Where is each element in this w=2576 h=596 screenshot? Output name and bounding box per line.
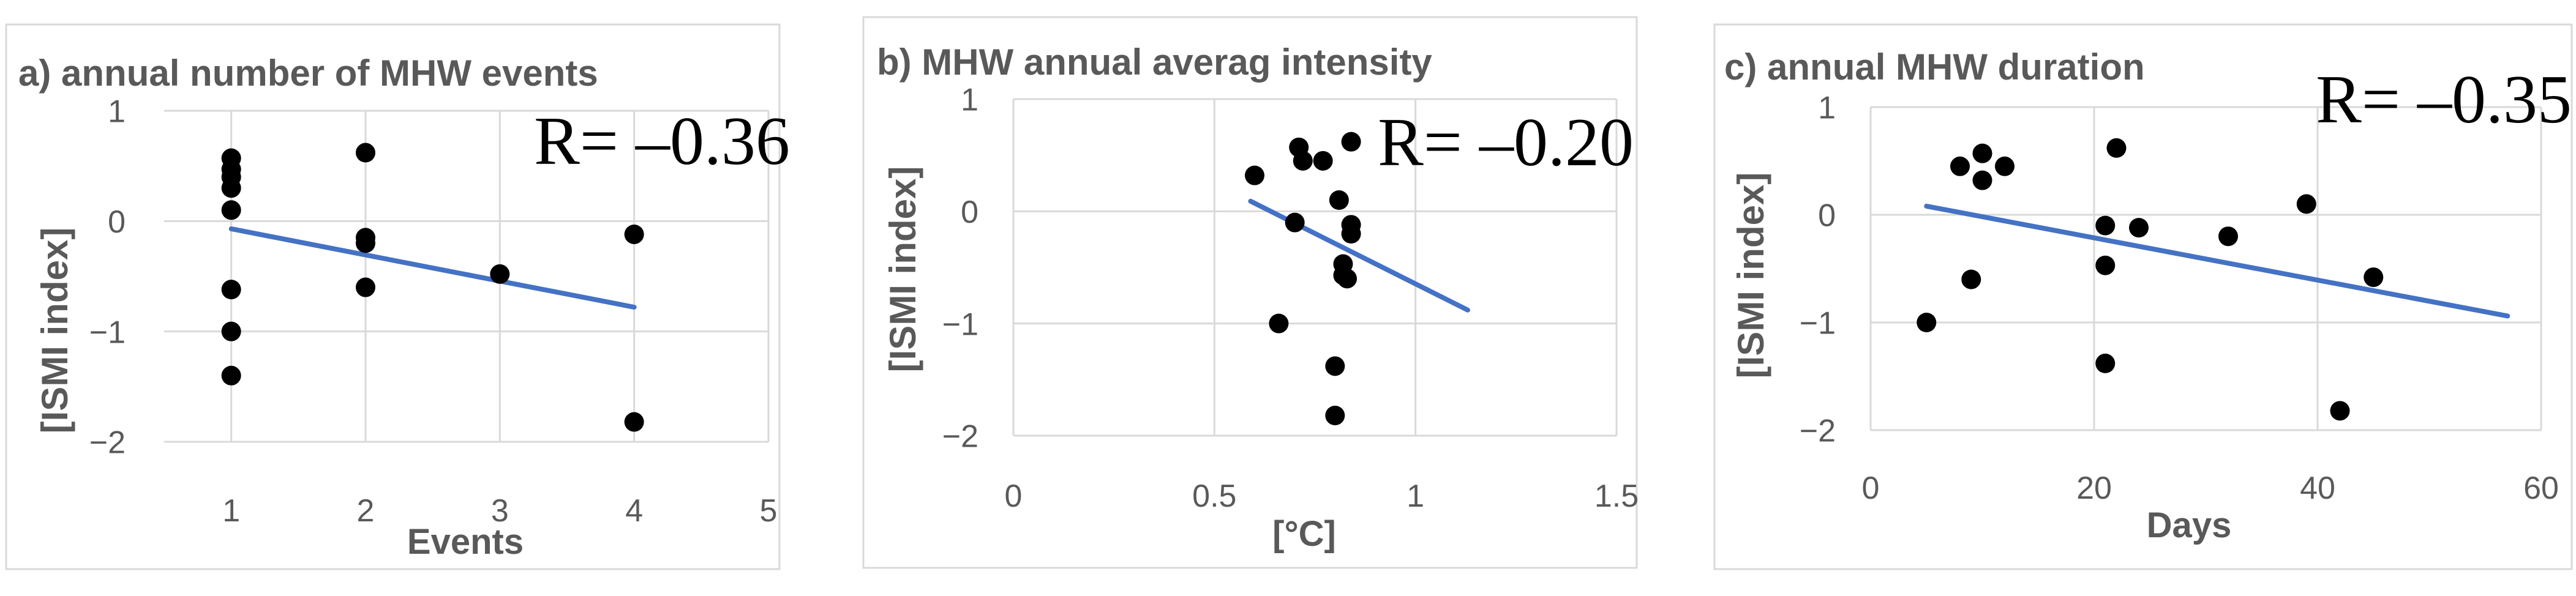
panel-b-data-point [1285, 212, 1305, 233]
panel-a-y-tick-label: 1 [108, 94, 126, 130]
panel-a-data-point [221, 178, 241, 198]
panel-c-data-point [2296, 194, 2316, 214]
panel-c: c) annual MHW duration [ISMI index] Days… [1713, 23, 2573, 570]
panel-b-x-tick-label: 1 [1406, 479, 1424, 514]
panel-c-data-point [2129, 218, 2149, 238]
panel-a-data-point [356, 143, 375, 163]
panel-a-data-point [624, 412, 644, 432]
panel-b-data-point [1325, 406, 1345, 425]
panel-b-data-point [1325, 356, 1345, 376]
panel-a-data-point [221, 200, 241, 220]
panel-c-x-axis-label: Days [2147, 505, 2232, 545]
panel-a-x-tick-label: 3 [491, 493, 509, 529]
panel-c-y-tick-label: −2 [1800, 414, 1836, 449]
panel-b-title: b) MHW annual averag intensity [877, 42, 1432, 83]
panel-b-y-tick-label: 0 [961, 195, 978, 230]
panel-c-x-tick-label: 0 [1862, 471, 1880, 506]
panel-a-y-tick-label: −1 [89, 315, 126, 350]
panel-c-title: c) annual MHW duration [1724, 47, 2145, 88]
panel-a-x-tick-label: 1 [222, 493, 240, 529]
panel-a-r-value: R= –0.36 [534, 103, 790, 179]
panel-b-data-point [1293, 151, 1313, 171]
panel-a-y-tick-label: 0 [108, 204, 126, 240]
panel-c-y-tick-label: 0 [1818, 198, 1836, 234]
panel-a: a) annual number of MHW events [ISMI ind… [5, 23, 790, 570]
panel-b-data-point [1269, 313, 1289, 333]
panel-b-data-point [1245, 165, 1264, 185]
panel-b-y-tick-label: −1 [942, 307, 978, 342]
panel-c-data-point [1995, 156, 2015, 176]
panel-c-y-tick-label: 1 [1818, 91, 1836, 126]
panel-a-data-point [356, 277, 375, 297]
panel-a-y-tick-label: −2 [89, 425, 126, 461]
panel-b-y-tick-label: −2 [942, 419, 978, 455]
panel-b-r-value: R= –0.20 [1378, 105, 1634, 181]
panel-a-data-point [221, 321, 241, 341]
panel-a-data-point [356, 233, 375, 253]
panel-c-r-value: R= –0.35 [2316, 62, 2572, 138]
panel-b-data-point [1341, 224, 1361, 244]
panel-c-data-point [2364, 267, 2384, 288]
panel-a-data-point [221, 365, 241, 386]
panel-a-trendline [228, 226, 637, 310]
panel-c-data-point [2095, 353, 2116, 373]
panel-b-x-tick-label: 1.5 [1594, 479, 1639, 514]
panel-c-data-point [1950, 156, 1970, 176]
panel-a-frame [5, 23, 781, 570]
panel-c-x-tick-label: 20 [2076, 471, 2112, 506]
panel-a-y-axis-label: [ISMI index] [34, 228, 75, 434]
panel-c-data-point [2095, 215, 2116, 236]
panel-c-trendline [1924, 203, 2510, 319]
panel-a-data-point [221, 280, 241, 300]
panel-a-x-tick-label: 4 [625, 493, 643, 529]
panel-a-data-point [490, 264, 510, 284]
panel-c-data-point [1961, 269, 1981, 289]
panel-b-data-point [1337, 269, 1357, 289]
panel-c-y-tick-label: −1 [1800, 306, 1836, 341]
panel-b-x-tick-label: 0 [1005, 479, 1023, 514]
panel-c-data-point [1972, 170, 1992, 190]
panel-a-x-axis-label: Events [407, 522, 524, 562]
panel-c-data-point [1917, 313, 1937, 332]
panel-c-data-point [2106, 138, 2127, 158]
panel-b: b) MHW annual averag intensity [ISMI ind… [862, 16, 1639, 569]
panel-b-data-point [1341, 132, 1361, 152]
panel-c-x-tick-label: 60 [2523, 471, 2559, 506]
panel-c-data-point [1972, 143, 1992, 163]
panel-b-frame [862, 16, 1638, 569]
panel-b-y-axis-label: [ISMI index] [882, 166, 923, 373]
panel-c-data-point [2218, 226, 2238, 247]
panel-b-data-point [1313, 151, 1333, 171]
panel-c-data-point [2330, 401, 2350, 421]
panel-b-y-tick-label: 1 [961, 83, 978, 118]
panel-c-y-axis-label: [ISMI index] [1730, 173, 1771, 379]
panel-c-x-tick-label: 40 [2300, 471, 2335, 506]
panel-a-x-tick-label: 2 [357, 493, 375, 529]
panel-c-frame [1713, 23, 2573, 570]
panel-b-x-tick-label: 0.5 [1192, 479, 1236, 514]
panel-a-data-point [624, 224, 644, 244]
panel-a-x-tick-label: 5 [760, 493, 778, 529]
panel-a-title: a) annual number of MHW events [18, 53, 598, 94]
panel-b-data-point [1329, 190, 1349, 210]
panel-c-data-point [2095, 255, 2116, 275]
panel-b-x-axis-label: [°C] [1272, 514, 1336, 554]
